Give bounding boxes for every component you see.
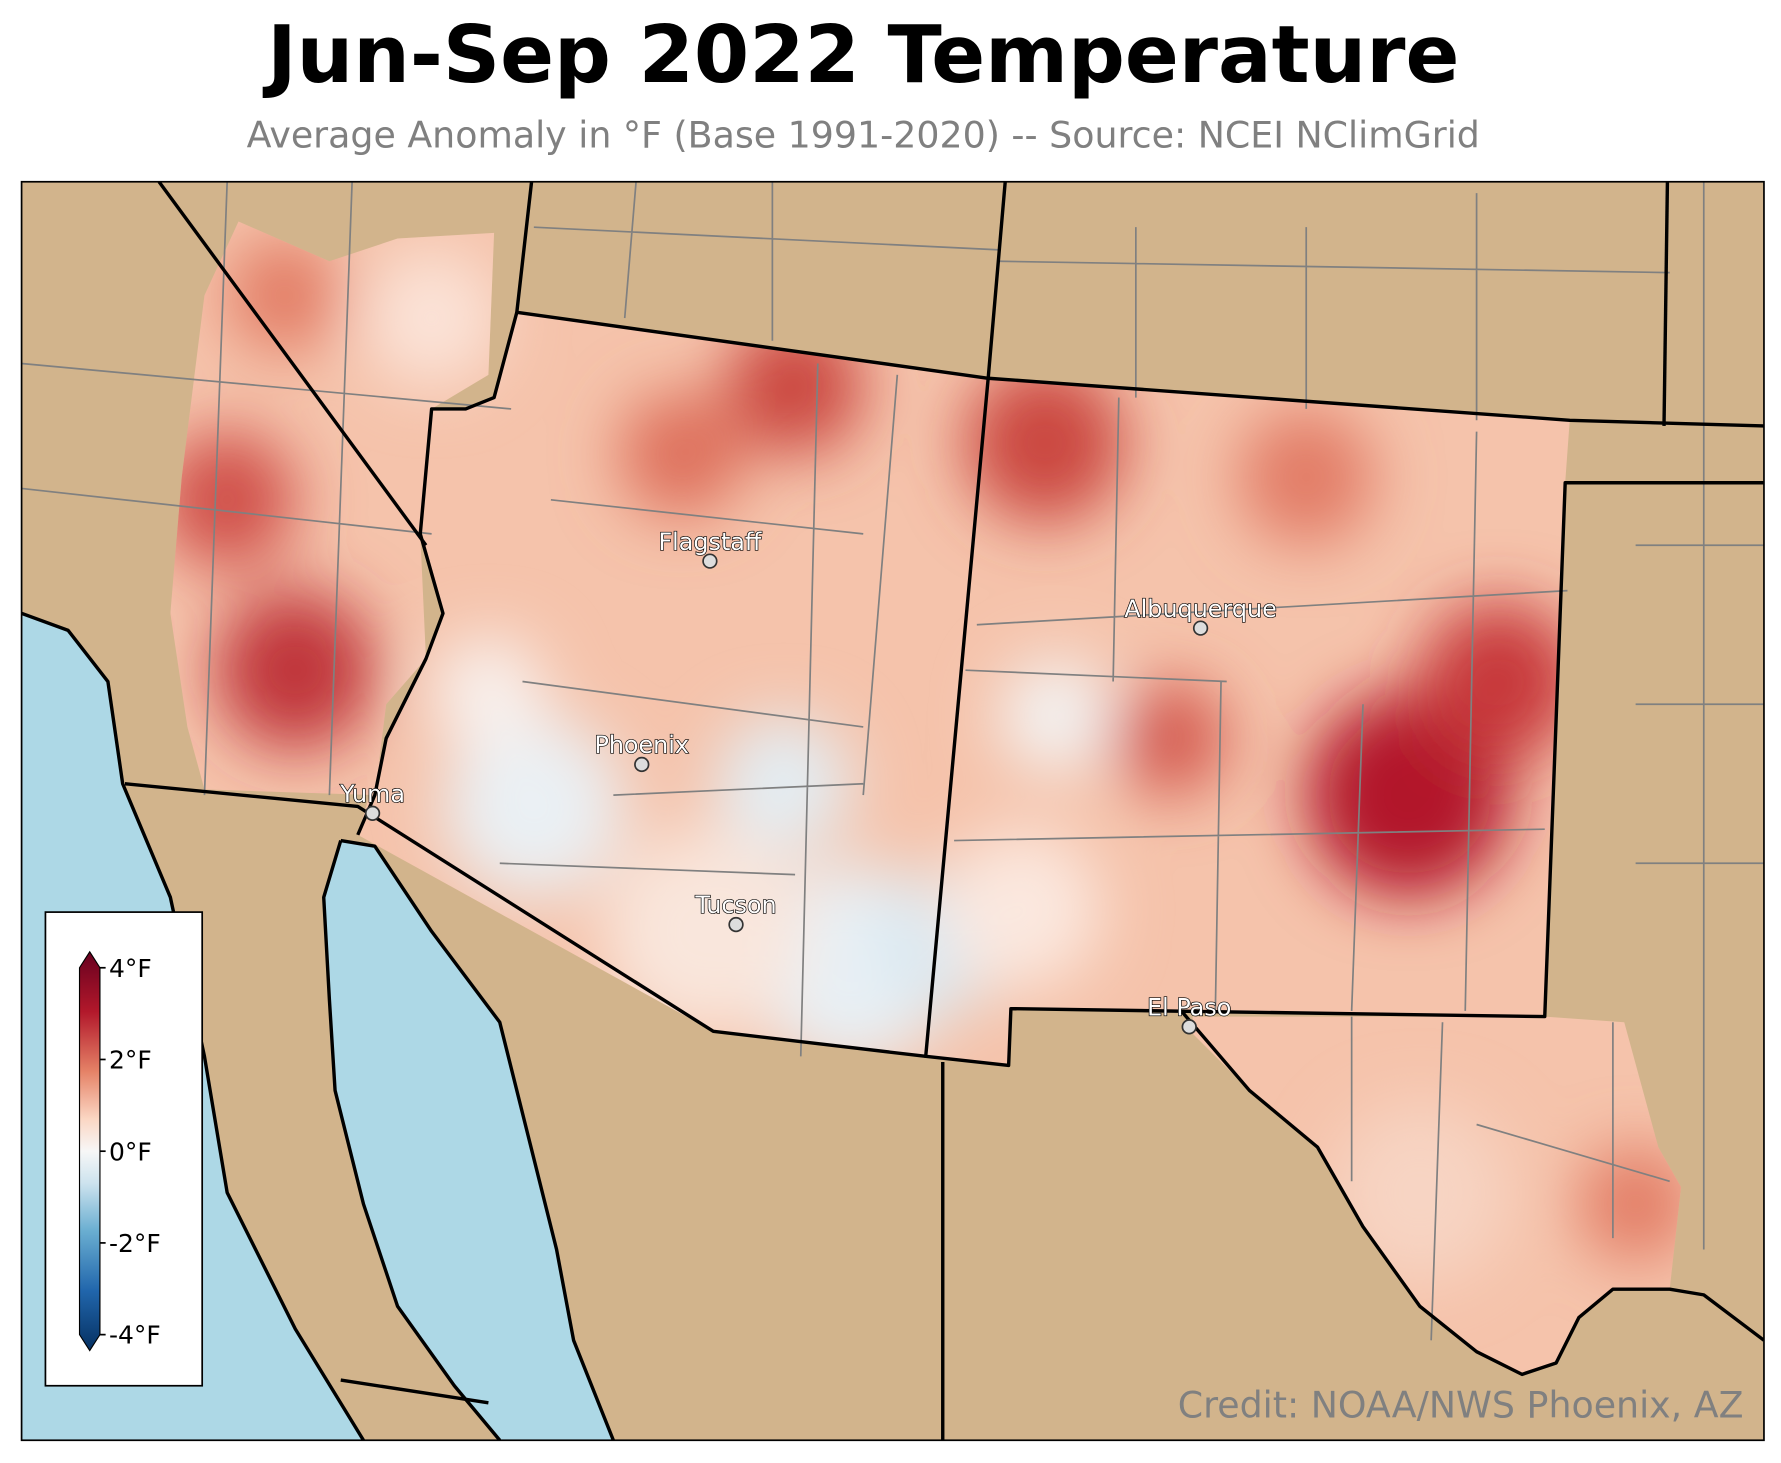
- city-dot: [728, 916, 744, 933]
- city-label: El Paso: [1147, 993, 1231, 1021]
- map-subtitle: Average Anomaly in °F (Base 1991-2020) -…: [247, 114, 1480, 157]
- colorbar-tick-label: 4°F: [109, 954, 152, 983]
- city-dot: [1192, 620, 1209, 636]
- colorbar-tick-label: -4°F: [109, 1321, 161, 1350]
- city-label: Albuquerque: [1124, 595, 1276, 623]
- map-title: Jun-Sep 2022 Temperature: [262, 8, 1459, 101]
- city-markers: Flagstaff Albuquerque Phoenix Yuma Tucson El …: [338, 527, 1277, 1035]
- city-label: Tucson: [694, 891, 776, 919]
- state-borders: [21, 181, 1764, 1441]
- city-dot: [1181, 1019, 1197, 1035]
- county-lines: [21, 181, 1764, 1341]
- city-dot: [702, 553, 718, 569]
- map-area: Flagstaff Albuquerque Phoenix Yuma Tucson El …: [21, 181, 1764, 1441]
- colorbar-tick-label: 2°F: [109, 1046, 152, 1075]
- colorbar-tick-label: -2°F: [109, 1229, 161, 1258]
- colorbar-tick-label: 0°F: [109, 1137, 152, 1166]
- colorbar-ramp: [78, 950, 101, 1352]
- credit: Credit: NOAA/NWS Phoenix, AZ: [1178, 1384, 1744, 1427]
- map-frame: [20, 180, 1765, 1442]
- city-dot: [364, 805, 381, 821]
- colorbar-box: [44, 911, 204, 1387]
- city-label: Yuma: [339, 780, 405, 808]
- gulf-of-california: [323, 840, 614, 1441]
- city-label: Flagstaff: [658, 528, 761, 556]
- city-label: Phoenix: [594, 731, 689, 759]
- city-dot: [634, 756, 650, 773]
- colorbar: 4°F 2°F 0°F -2°F -4°F: [44, 911, 204, 1387]
